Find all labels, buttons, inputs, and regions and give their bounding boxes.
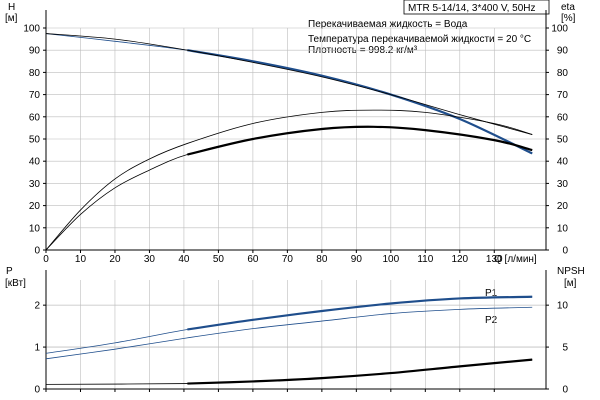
y-right-tick-label: 70	[557, 90, 569, 101]
y-right-tick-label: 60	[557, 112, 569, 123]
series-line-lower-1	[45, 306, 533, 360]
head-axis-unit: [м]	[5, 13, 18, 24]
x-tick-label: 60	[247, 254, 259, 265]
efficiency-axis-unit: [%]	[561, 13, 576, 24]
y-right-tick-label: 0	[562, 385, 568, 396]
y-right-tick-label: 90	[557, 46, 569, 57]
npsh-axis-unit: [м]	[564, 278, 577, 289]
head-axis-title: H	[8, 2, 15, 13]
y-left-tick-label: 90	[29, 46, 41, 57]
series-line-bold-upper-0	[187, 49, 533, 155]
series-line-bold-upper-3	[187, 125, 533, 156]
x-tick-label: 0	[43, 254, 49, 265]
flow-axis-label: Q [л/мин]	[494, 254, 537, 265]
x-tick-label: 10	[75, 254, 87, 265]
x-tick-label: 20	[109, 254, 121, 265]
y-left-tick-label: 80	[29, 68, 41, 79]
x-tick-label: 40	[178, 254, 190, 265]
y-left-tick-label: 60	[29, 112, 41, 123]
y-right-tick-label: 10	[557, 223, 569, 234]
info-line-temperature: Температура перекачиваемой жидкости = 20…	[308, 34, 531, 45]
y-left-tick-label: 20	[29, 201, 41, 212]
y-left-tick-label: 0	[34, 385, 40, 396]
x-tick-label: 80	[316, 254, 328, 265]
model-label-box	[403, 0, 550, 15]
series-line-upper-3	[45, 126, 533, 251]
y-left-tick-label: 30	[29, 179, 41, 190]
series-line-bold-lower-0	[187, 295, 533, 331]
x-tick-label: 70	[282, 254, 294, 265]
pump-model-label: MTR 5-14/14, 3*400 V, 50Hz	[408, 3, 535, 14]
series-label-p1: P1	[485, 288, 498, 299]
efficiency-axis-title: eta	[561, 2, 575, 13]
y-right-tick-label: 30	[557, 179, 569, 190]
series-line-upper-1	[45, 33, 533, 135]
x-tick-label: 50	[213, 254, 225, 265]
y-left-tick-label: 50	[29, 135, 41, 146]
power-axis-unit: [кВт]	[5, 278, 26, 289]
series-line-bold-lower-2	[187, 358, 533, 385]
y-left-tick-label: 100	[23, 24, 40, 35]
y-left-tick-label: 2	[34, 301, 40, 312]
y-left-tick-label: 0	[34, 246, 40, 257]
series-line-upper-2	[45, 109, 533, 251]
y-left-tick-label: 10	[29, 223, 41, 234]
series-label-p2: P2	[485, 315, 498, 326]
power-axis-title: P	[6, 266, 13, 277]
x-tick-label: 120	[451, 254, 468, 265]
x-tick-label: 100	[382, 254, 399, 265]
y-right-tick-label: 40	[557, 157, 569, 168]
y-right-tick-label: 5	[562, 343, 568, 354]
y-right-tick-label: 80	[557, 68, 569, 79]
x-tick-label: 110	[417, 254, 433, 265]
chart-plot-layer: 0 10 20 30 40 50 60 70 80 90 100 110 120 130010203040…	[23, 10, 568, 396]
y-left-tick-label: 40	[29, 157, 41, 168]
y-right-tick-label: 10	[557, 301, 569, 312]
y-left-tick-label: 70	[29, 90, 41, 101]
y-right-tick-label: 0	[562, 246, 568, 257]
npsh-axis-title: NPSH	[557, 266, 585, 277]
y-right-tick-label: 20	[557, 201, 569, 212]
info-line-fluid: Перекачиваемая жидкость = Вода	[308, 19, 468, 30]
y-right-tick-label: 50	[557, 135, 569, 146]
y-right-tick-label: 100	[551, 24, 568, 35]
x-tick-label: 90	[351, 254, 363, 265]
x-tick-label: 30	[144, 254, 156, 265]
y-left-tick-label: 1	[34, 343, 40, 354]
x-tick-label: 130	[486, 254, 503, 265]
